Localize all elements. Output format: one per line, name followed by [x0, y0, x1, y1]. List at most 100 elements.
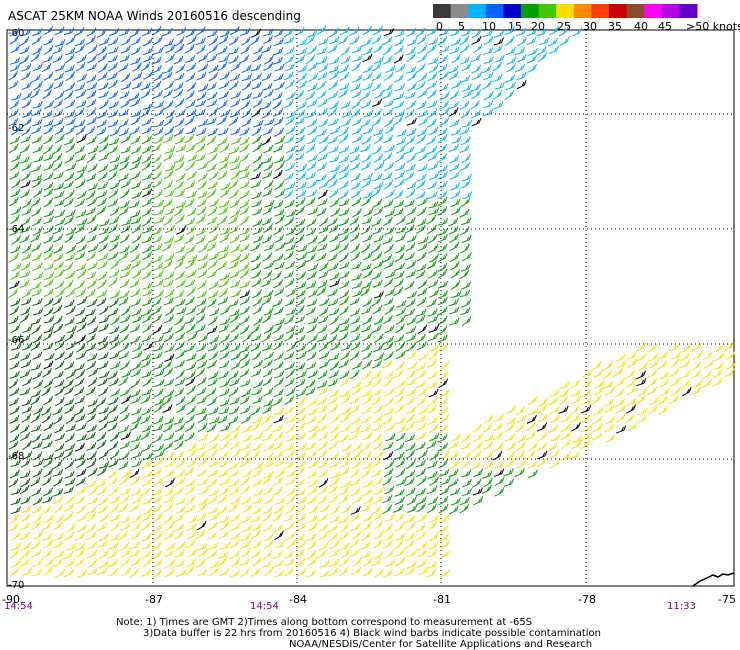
wind-barb	[52, 521, 63, 531]
wind-barb	[118, 503, 129, 513]
wind-barb	[31, 108, 42, 117]
wind-barb	[130, 442, 140, 452]
wind-barb	[273, 415, 284, 424]
wind-barb	[294, 558, 306, 567]
wind-barb	[42, 110, 53, 119]
wind-barb	[63, 449, 74, 459]
wind-barb	[316, 413, 327, 424]
wind-barb	[41, 432, 52, 441]
wind-barb	[184, 235, 195, 245]
wind-barb	[197, 413, 208, 424]
wind-barb	[66, 163, 77, 171]
wind-barb	[175, 350, 186, 360]
wind-barb	[415, 415, 426, 423]
wind-barb	[372, 440, 383, 451]
wind-barb	[131, 224, 141, 234]
wind-barb	[382, 90, 393, 100]
wind-barb	[285, 433, 296, 442]
wind-barb	[283, 251, 294, 261]
wind-barb	[63, 90, 74, 101]
wind-barb	[274, 530, 284, 541]
wind-barb	[186, 353, 197, 362]
wind-barb	[459, 126, 470, 135]
wind-barb	[472, 433, 483, 443]
wind-barb	[284, 332, 295, 342]
wind-barb	[351, 89, 362, 99]
wind-barb	[383, 377, 393, 387]
wind-barb	[416, 396, 427, 406]
wind-barb	[307, 430, 318, 440]
wind-barb	[725, 351, 736, 360]
wind-barb	[130, 476, 140, 486]
wind-barb	[152, 325, 163, 335]
wind-barb	[251, 540, 262, 550]
wind-barb	[175, 497, 186, 506]
wind-barb	[120, 515, 131, 524]
wind-barb	[428, 350, 439, 361]
wind-barb	[416, 251, 427, 262]
wind-barb	[250, 180, 262, 189]
wind-barb	[87, 567, 98, 576]
wind-barb	[305, 281, 317, 289]
wind-barb	[405, 216, 416, 225]
wind-barb	[118, 118, 129, 128]
wind-barb	[196, 127, 207, 137]
wind-barb	[526, 36, 537, 46]
wind-barb	[185, 245, 196, 254]
wind-barb	[316, 380, 328, 389]
wind-barb	[384, 144, 395, 153]
wind-barb	[230, 351, 242, 361]
wind-barb	[32, 145, 43, 154]
wind-barb	[417, 352, 429, 361]
wind-barb	[207, 181, 218, 190]
wind-barb	[415, 146, 426, 155]
wind-barb	[230, 495, 241, 505]
wind-barb	[538, 397, 549, 407]
wind-barb	[537, 450, 548, 460]
wind-barb	[108, 404, 118, 414]
wind-barb	[52, 296, 63, 306]
wind-barb	[30, 88, 40, 99]
wind-barb	[330, 126, 341, 135]
wind-barb	[98, 496, 108, 506]
wind-barb	[119, 541, 130, 551]
wind-barb	[64, 233, 74, 244]
wind-barb	[691, 361, 701, 371]
wind-barb	[261, 100, 272, 110]
colorbar-swatch	[573, 4, 592, 18]
wind-barb	[427, 370, 438, 380]
wind-barb	[415, 314, 426, 324]
wind-barb	[263, 387, 274, 397]
wind-barb	[415, 63, 426, 73]
wind-barb	[283, 172, 294, 181]
wind-barb	[53, 182, 65, 191]
wind-barb	[66, 325, 77, 334]
lat-lon-grid	[7, 30, 734, 586]
wind-barb	[175, 423, 186, 433]
wind-barb	[218, 370, 229, 380]
wind-barb	[679, 379, 690, 389]
wind-barb	[129, 161, 140, 171]
wind-barb	[437, 153, 448, 163]
wind-barb	[220, 306, 231, 316]
wind-barb	[120, 314, 131, 324]
wind-barb	[142, 281, 153, 290]
wind-barb	[142, 251, 153, 261]
wind-barb	[537, 422, 548, 432]
wind-barb	[9, 171, 20, 180]
wind-barb	[679, 360, 690, 369]
wind-barb	[373, 260, 384, 269]
wind-barb	[21, 207, 32, 216]
wind-barb	[461, 252, 472, 262]
wind-barb	[417, 558, 427, 569]
wind-barb	[362, 567, 373, 577]
wind-barb	[186, 208, 197, 217]
wind-barb	[33, 406, 44, 415]
wind-barb	[121, 36, 132, 46]
wind-barb	[197, 520, 207, 531]
wind-barb	[393, 278, 404, 288]
wind-barb	[8, 108, 19, 118]
wind-barb	[250, 253, 261, 263]
wind-barb	[140, 107, 151, 118]
